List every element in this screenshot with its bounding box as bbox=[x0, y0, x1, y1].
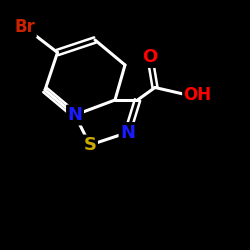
Text: N: N bbox=[120, 124, 135, 142]
Text: Br: Br bbox=[14, 18, 36, 36]
Text: S: S bbox=[84, 136, 96, 154]
Text: OH: OH bbox=[184, 86, 212, 104]
Text: O: O bbox=[142, 48, 158, 66]
Text: N: N bbox=[68, 106, 82, 124]
